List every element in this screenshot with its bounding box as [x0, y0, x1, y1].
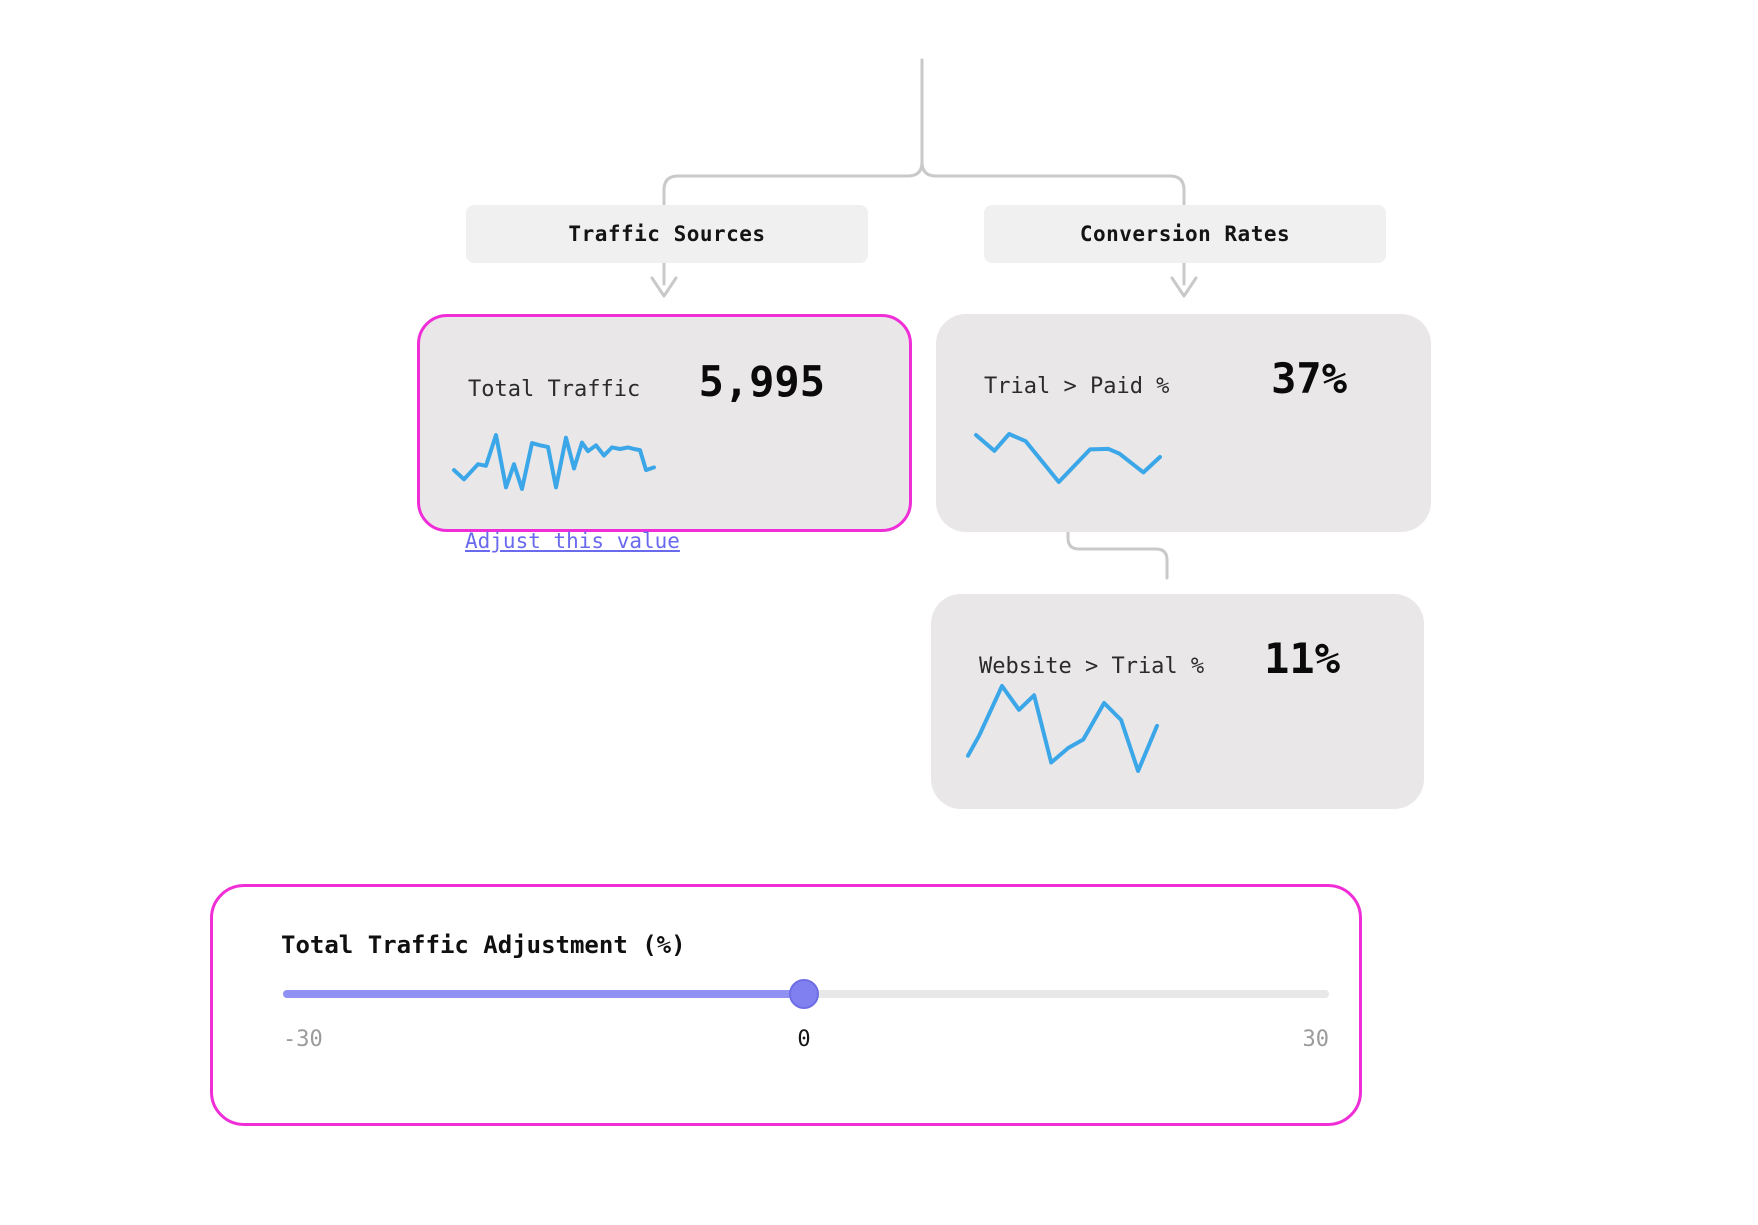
slider-current-label: 0 [797, 1027, 811, 1052]
adjust-value-link[interactable]: Adjust this value [465, 529, 680, 553]
arrowhead-traffic [650, 276, 678, 298]
metric-value: 11% [1264, 634, 1340, 683]
arrowhead-conversion [1170, 276, 1198, 298]
trial-paid-sparkline [974, 432, 1162, 484]
group-header-label: Conversion Rates [1079, 222, 1291, 246]
connector-trial-to-website [1066, 522, 1169, 580]
metric-label: Trial > Paid % [984, 374, 1170, 399]
metric-card-header-row: Website > Trial % 11% [931, 594, 1424, 683]
metric-label: Total Traffic [468, 377, 641, 402]
metric-label: Website > Trial % [979, 654, 1205, 679]
group-header-conversion-rates: Conversion Rates [984, 205, 1386, 263]
metric-card-trial-paid[interactable]: Trial > Paid % 37% [936, 314, 1431, 532]
metric-card-header-row: Total Traffic 5,995 [420, 317, 909, 406]
slider-min-label: -30 [283, 1027, 323, 1052]
website-trial-sparkline [966, 684, 1159, 773]
metric-card-total-traffic[interactable]: Total Traffic 5,995 [417, 314, 912, 532]
metric-value: 5,995 [698, 357, 825, 406]
metric-value: 37% [1271, 354, 1347, 403]
traffic-adjustment-panel: Total Traffic Adjustment (%) -30 0 30 [210, 884, 1362, 1126]
slider-filled-track [283, 990, 804, 998]
metric-card-header-row: Trial > Paid % 37% [936, 314, 1431, 403]
metric-card-website-trial[interactable]: Website > Trial % 11% [931, 594, 1424, 809]
total-traffic-sparkline [452, 433, 656, 491]
group-header-label: Traffic Sources [568, 222, 766, 246]
traffic-adjustment-slider-track[interactable] [283, 979, 1329, 1009]
group-header-traffic-sources: Traffic Sources [466, 205, 868, 263]
slider-max-label: 30 [1302, 1027, 1330, 1052]
slider-thumb[interactable] [789, 979, 819, 1009]
slider-label: Total Traffic Adjustment (%) [281, 931, 686, 959]
